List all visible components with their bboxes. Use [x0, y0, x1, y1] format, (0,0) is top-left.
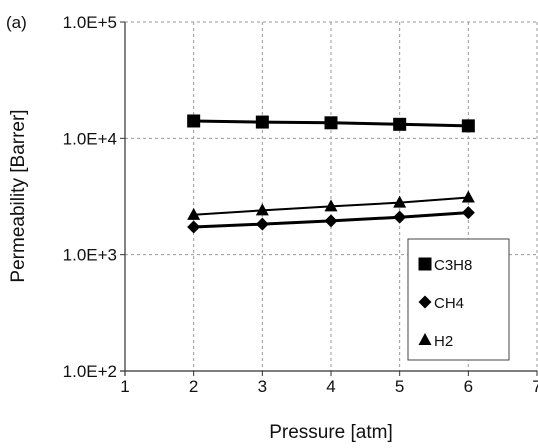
legend-marker-h2: [418, 333, 432, 345]
y-tick-label: 1.0E+2: [63, 362, 117, 381]
data-point-h2: [255, 203, 269, 216]
y-axis-title: Permeability [Barrer]: [8, 109, 29, 282]
data-point-c3h8: [255, 115, 269, 129]
x-tick-label: 3: [258, 377, 267, 396]
data-point-c3h8: [461, 119, 475, 133]
y-tick-label: 1.0E+3: [63, 246, 117, 265]
x-tick-label: 2: [189, 377, 198, 396]
legend: C3H8 CH4 H2: [407, 238, 510, 361]
data-point-ch4: [461, 206, 475, 220]
legend-label-ch4: CH4: [434, 295, 464, 312]
data-point-ch4: [187, 220, 201, 234]
legend-label-c3h8: C3H8: [434, 257, 472, 274]
x-axis-title: Pressure [atm]: [269, 422, 393, 443]
data-point-h2: [393, 195, 407, 208]
data-point-ch4: [393, 210, 407, 224]
series-h2: [187, 190, 475, 220]
x-tick-label: 5: [395, 377, 404, 396]
legend-marker-c3h8: [418, 257, 432, 271]
legend-marker-ch4: [418, 295, 432, 309]
data-point-h2: [324, 199, 338, 212]
panel-label: (a): [6, 13, 27, 32]
legend-label-h2: H2: [434, 333, 453, 350]
x-tick-label: 4: [326, 377, 335, 396]
data-point-c3h8: [393, 117, 407, 131]
x-tick-label: 7: [532, 377, 538, 396]
data-point-h2: [461, 190, 475, 203]
axes-layer: [120, 21, 538, 376]
data-point-ch4: [324, 214, 338, 228]
data-point-ch4: [255, 217, 269, 231]
tick-labels: 1 2 3 4 5 6 7 1.0E+2 1.0E+3 1.0E+4 1.0E+5: [63, 13, 538, 396]
data-point-h2: [187, 207, 201, 220]
series-c3h8: [187, 114, 475, 133]
series-layer: [187, 114, 475, 234]
x-tick-label: 1: [120, 377, 129, 396]
data-point-c3h8: [324, 116, 338, 130]
y-tick-label: 1.0E+5: [63, 13, 117, 32]
data-point-c3h8: [187, 114, 201, 128]
x-tick-label: 6: [464, 377, 473, 396]
y-tick-label: 1.0E+4: [63, 129, 117, 148]
series-ch4: [187, 206, 475, 234]
